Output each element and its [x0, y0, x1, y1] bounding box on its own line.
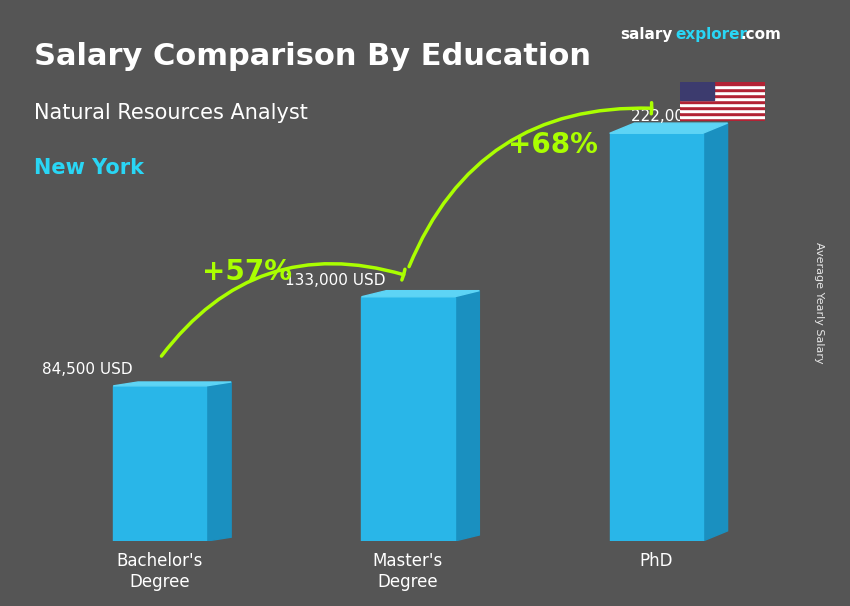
Bar	[680, 82, 714, 100]
Text: New York: New York	[34, 158, 144, 178]
Bar	[680, 109, 765, 112]
Text: 84,500 USD: 84,500 USD	[42, 362, 133, 377]
Bar	[680, 85, 765, 88]
Text: .com: .com	[740, 27, 781, 42]
Bar	[680, 82, 765, 85]
Text: 222,000 USD: 222,000 USD	[631, 109, 731, 124]
Bar	[113, 386, 207, 541]
Bar	[680, 118, 765, 121]
Bar	[680, 88, 765, 91]
Text: explorer: explorer	[676, 27, 748, 42]
Polygon shape	[113, 382, 231, 386]
Polygon shape	[361, 291, 479, 297]
Text: +68%: +68%	[507, 132, 598, 159]
Bar	[680, 94, 765, 97]
Bar	[361, 297, 455, 541]
Bar	[609, 133, 703, 541]
Text: +57%: +57%	[201, 258, 292, 285]
Bar	[680, 112, 765, 115]
Text: Salary Comparison By Education: Salary Comparison By Education	[34, 42, 591, 72]
Text: Natural Resources Analyst: Natural Resources Analyst	[34, 103, 308, 123]
Polygon shape	[609, 123, 728, 133]
Text: salary: salary	[620, 27, 673, 42]
Bar	[680, 103, 765, 106]
Bar	[680, 97, 765, 100]
Polygon shape	[703, 123, 728, 541]
Text: Average Yearly Salary: Average Yearly Salary	[814, 242, 824, 364]
Bar	[680, 100, 765, 103]
Text: 133,000 USD: 133,000 USD	[286, 273, 386, 288]
Bar	[680, 106, 765, 109]
Polygon shape	[455, 291, 479, 541]
Bar	[680, 91, 765, 94]
Polygon shape	[207, 382, 231, 541]
Bar	[680, 115, 765, 118]
